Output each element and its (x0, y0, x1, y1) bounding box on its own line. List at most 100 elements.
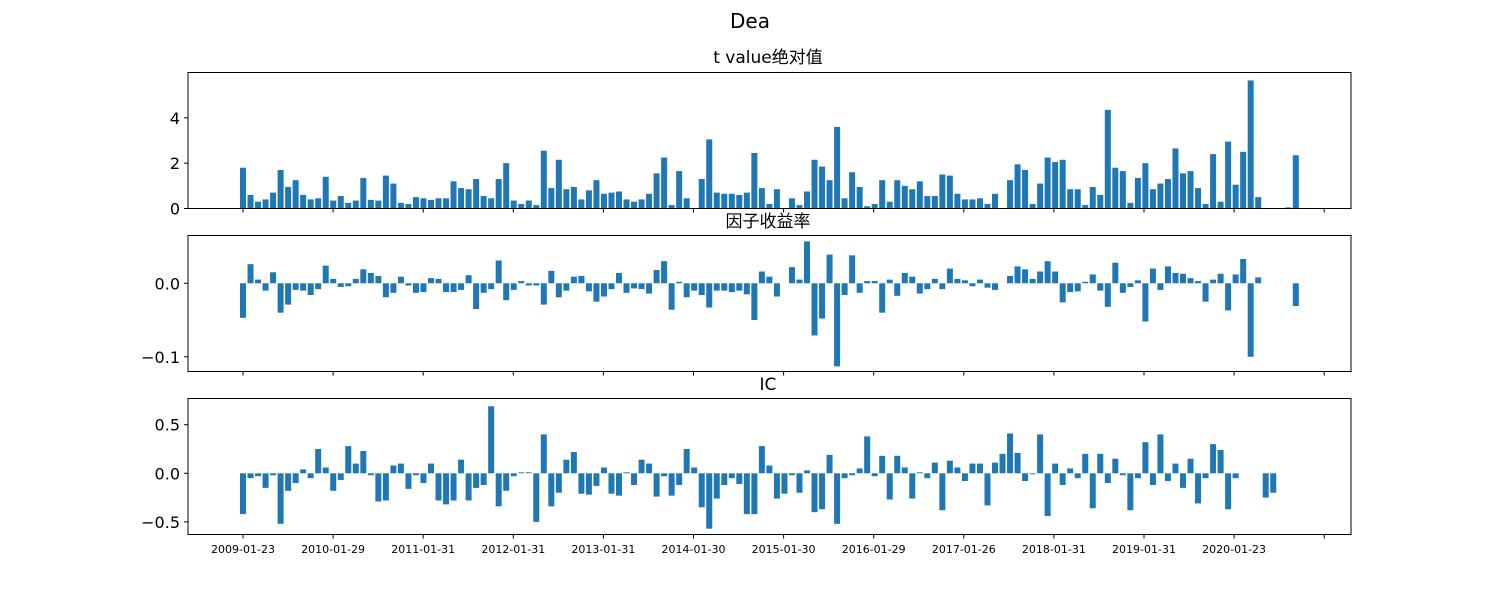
bar-t-value-127 (1195, 188, 1202, 209)
bar-t-value-40 (540, 150, 547, 209)
bar-ic-100 (992, 462, 998, 474)
panel-t-value: t value绝对值 0 2 4 (170, 48, 1352, 219)
bar-t-value-128 (1202, 203, 1209, 209)
bar-factor-return-7 (292, 283, 299, 290)
bar-t-value-99 (984, 203, 991, 209)
bar-factor-return-118 (1127, 283, 1134, 287)
bar-t-value-9 (307, 199, 314, 209)
bar-t-value-16 (360, 177, 367, 209)
bar-ic-18 (375, 473, 382, 502)
bar-ic-20 (390, 465, 397, 474)
bar-t-value-90 (916, 181, 923, 209)
bar-factor-return-81 (849, 255, 856, 284)
bar-factor-return-100 (992, 283, 998, 290)
bar-ic-116 (1112, 458, 1119, 474)
bar-t-value-86 (886, 201, 893, 209)
bar-ic-5 (277, 473, 284, 524)
bar-t-value-19 (382, 175, 389, 209)
bar-factor-return-95 (954, 278, 961, 284)
bar-t-value-41 (548, 188, 555, 209)
bar-t-value-98 (976, 198, 983, 209)
bar-ic-127 (1195, 473, 1202, 504)
bar-factor-return-3 (262, 283, 269, 291)
bar-t-value-123 (1164, 179, 1171, 209)
bar-factor-return-18 (375, 275, 382, 284)
bar-t-value-11 (322, 176, 329, 209)
bar-ic-63 (713, 473, 720, 499)
bar-factor-return-4 (270, 272, 277, 284)
bar-t-value-121 (1149, 189, 1156, 209)
bar-ic-37 (518, 472, 525, 474)
bar-factor-return-27 (443, 283, 450, 293)
bar-factor-return-106 (1037, 271, 1044, 284)
bars-factor-return (240, 241, 1299, 367)
bar-ic-129 (1210, 444, 1217, 474)
bar-factor-return-28 (450, 283, 457, 293)
bar-factor-return-78 (826, 254, 833, 284)
bar-factor-return-34 (495, 260, 502, 284)
bar-t-value-59 (683, 198, 690, 209)
bar-t-value-96 (961, 199, 968, 209)
bar-factor-return-113 (1089, 274, 1096, 284)
bar-factor-return-131 (1225, 283, 1232, 311)
bar-factor-return-35 (503, 283, 510, 301)
bar-t-value-43 (563, 189, 570, 209)
bar-factor-return-65 (728, 283, 735, 293)
bar-t-value-51 (623, 199, 630, 209)
bar-factor-return-50 (616, 272, 622, 284)
bar-t-value-107 (1044, 157, 1051, 209)
bar-ic-76 (811, 473, 818, 513)
bar-factor-return-30 (465, 275, 472, 284)
bar-factor-return-40 (540, 283, 547, 305)
bar-t-value-134 (1247, 80, 1254, 209)
bar-ic-95 (954, 467, 961, 474)
bar-ic-67 (743, 473, 750, 515)
bar-ic-89 (909, 473, 916, 499)
bar-ic-60 (691, 467, 698, 474)
panel-ic: IC 0.5 0.0 −0.5 (141, 375, 1352, 535)
bar-factor-return-47 (593, 283, 600, 302)
bar-factor-return-0 (240, 283, 246, 318)
bar-ic-13 (337, 473, 344, 481)
bar-factor-return-84 (871, 281, 878, 284)
bar-factor-return-55 (653, 270, 660, 284)
bar-factor-return-32 (480, 283, 487, 293)
bar-factor-return-85 (879, 283, 886, 313)
bar-ic-85 (879, 455, 886, 474)
bar-t-value-64 (721, 193, 728, 209)
panel-title-factor-return: 因子收益率 (726, 212, 811, 232)
bar-factor-return-116 (1112, 262, 1119, 284)
bar-ic-94 (946, 460, 953, 474)
bar-factor-return-1 (247, 264, 254, 284)
bar-ic-58 (676, 473, 683, 485)
bar-t-value-133 (1240, 151, 1247, 209)
bar-ic-137 (1270, 473, 1277, 493)
bar-ic-115 (1104, 473, 1111, 484)
bar-ic-68 (751, 473, 758, 515)
bar-ic-11 (322, 467, 329, 474)
bar-t-value-35 (503, 163, 510, 209)
bar-t-value-108 (1052, 162, 1059, 209)
bar-ic-15 (352, 463, 359, 474)
bar-factor-return-10 (315, 283, 322, 290)
bar-ic-113 (1089, 473, 1096, 509)
bar-t-value-61 (698, 179, 705, 209)
ytick-label-t-value-0: 0 (170, 200, 180, 219)
bar-factor-return-70 (766, 276, 773, 284)
bar-t-value-84 (871, 203, 878, 209)
bar-t-value-37 (518, 203, 525, 209)
bar-t-value-4 (270, 192, 277, 209)
bar-factor-return-8 (300, 283, 307, 291)
bar-t-value-120 (1142, 163, 1149, 209)
bar-factor-return-112 (1082, 281, 1089, 284)
bar-t-value-110 (1067, 189, 1074, 209)
bar-t-value-114 (1097, 194, 1104, 209)
bar-ic-61 (698, 473, 705, 508)
bar-factor-return-59 (683, 283, 690, 298)
bar-ic-65 (728, 473, 735, 479)
bar-ic-4 (270, 473, 277, 476)
bar-ic-114 (1097, 453, 1104, 474)
bar-factor-return-79 (834, 283, 841, 367)
bar-factor-return-110 (1067, 283, 1074, 293)
bar-t-value-125 (1180, 173, 1186, 209)
